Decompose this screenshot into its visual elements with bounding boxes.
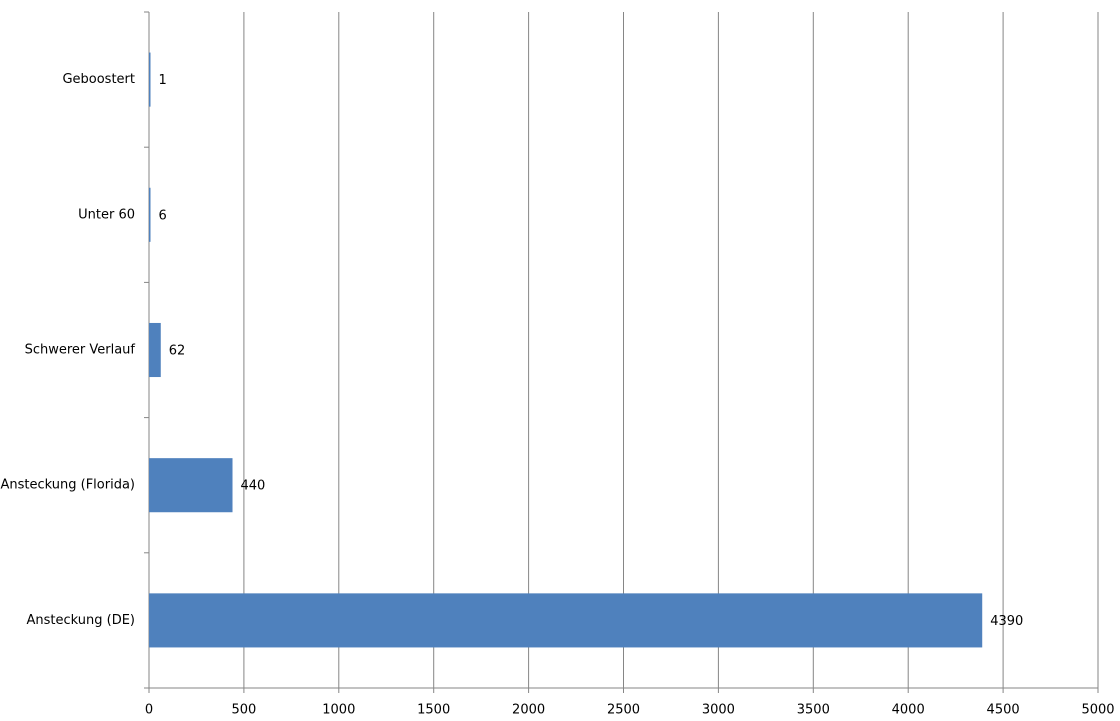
value-label: 440 bbox=[241, 479, 266, 494]
x-tick-label: 500 bbox=[231, 703, 256, 718]
y-tick-label: Ansteckung (Florida) bbox=[0, 478, 135, 493]
x-tick-label: 2000 bbox=[512, 703, 545, 718]
x-tick-label: 5000 bbox=[1081, 703, 1114, 718]
x-tick-label: 3500 bbox=[797, 703, 830, 718]
y-tick-label: Geboostert bbox=[62, 72, 135, 87]
x-tick-label: 0 bbox=[145, 703, 153, 718]
y-tick-label: Schwerer Verlauf bbox=[25, 343, 136, 358]
x-tick-label: 3000 bbox=[702, 703, 735, 718]
value-label: 4390 bbox=[990, 614, 1023, 629]
bar bbox=[149, 593, 983, 648]
bar bbox=[149, 322, 161, 378]
y-tick-label: Ansteckung (DE) bbox=[26, 613, 135, 628]
value-label: 1 bbox=[159, 73, 167, 88]
value-label: 6 bbox=[159, 208, 167, 223]
x-tick-label: 4500 bbox=[987, 703, 1020, 718]
bar bbox=[149, 187, 151, 242]
x-tick-label: 1500 bbox=[417, 703, 450, 718]
bar bbox=[149, 52, 151, 107]
bar bbox=[149, 458, 233, 513]
x-tick-label: 1000 bbox=[322, 703, 355, 718]
y-tick-label: Unter 60 bbox=[78, 207, 135, 222]
x-tick-label: 2500 bbox=[607, 703, 640, 718]
x-tick-label: 4000 bbox=[892, 703, 925, 718]
value-label: 62 bbox=[169, 344, 186, 359]
